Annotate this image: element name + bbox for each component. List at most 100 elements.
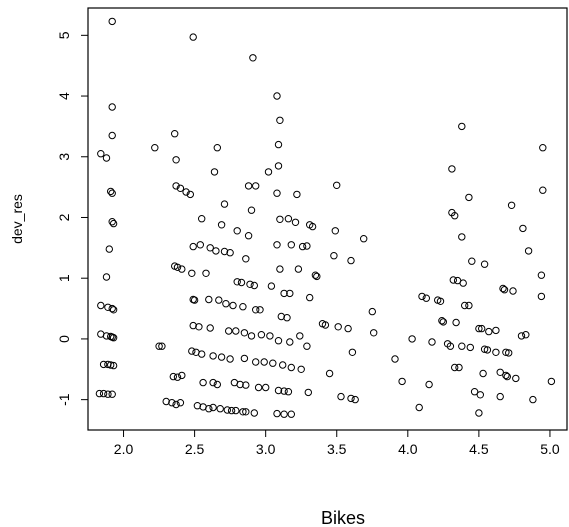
data-point	[274, 337, 283, 345]
data-point	[188, 347, 196, 355]
data-point	[455, 363, 463, 372]
data-point	[171, 130, 179, 138]
data-point	[213, 380, 222, 389]
data-point	[252, 358, 260, 366]
data-point	[492, 348, 500, 356]
data-point	[274, 140, 283, 149]
data-point	[483, 346, 492, 354]
data-point	[173, 373, 182, 381]
data-point	[360, 235, 368, 243]
x-tick-label: 3.0	[256, 441, 276, 457]
data-point	[284, 215, 293, 223]
data-point	[182, 188, 190, 196]
data-point	[273, 92, 281, 100]
data-point	[451, 212, 459, 220]
data-point	[470, 388, 479, 396]
x-tick-label: 2.5	[185, 441, 205, 457]
data-point	[212, 247, 220, 255]
data-point	[286, 289, 294, 298]
data-point	[242, 408, 250, 416]
data-point	[247, 206, 256, 214]
data-point	[276, 116, 284, 125]
data-point	[461, 301, 469, 310]
data-point	[351, 395, 359, 404]
data-point	[446, 342, 455, 350]
x-tick-label: 4.5	[469, 441, 489, 457]
data-point	[109, 361, 118, 370]
data-point	[215, 296, 223, 304]
data-point	[287, 241, 295, 249]
data-point	[189, 321, 197, 330]
y-axis: -1 0 1 2 3 4 5	[56, 31, 88, 406]
data-point	[459, 279, 467, 287]
data-point	[162, 397, 170, 406]
data-point	[436, 297, 445, 305]
data-point	[529, 395, 537, 404]
data-point	[519, 224, 527, 233]
data-point	[262, 383, 270, 392]
data-point	[496, 392, 504, 401]
data-point	[449, 276, 457, 284]
data-point	[246, 280, 254, 288]
data-point	[260, 358, 268, 366]
data-point	[273, 409, 281, 418]
data-point	[239, 303, 247, 311]
data-point	[347, 394, 355, 403]
data-point	[252, 306, 260, 314]
data-point	[108, 189, 116, 197]
data-point	[109, 219, 118, 228]
data-point	[189, 242, 197, 251]
data-point	[244, 182, 253, 190]
data-point	[321, 321, 330, 329]
data-point	[478, 324, 486, 333]
data-point	[517, 332, 526, 340]
data-point	[303, 242, 311, 250]
data-point	[333, 181, 341, 190]
data-point	[266, 332, 274, 340]
data-point	[502, 371, 510, 380]
data-point	[505, 349, 513, 357]
data-point	[267, 282, 276, 290]
data-point	[176, 184, 185, 193]
data-point	[451, 363, 459, 372]
data-point	[226, 355, 234, 363]
data-point	[507, 201, 516, 210]
data-point	[391, 355, 399, 363]
data-point	[269, 359, 277, 367]
data-point	[280, 410, 288, 418]
data-point	[465, 301, 473, 310]
data-point	[222, 300, 230, 308]
data-point	[370, 329, 378, 337]
data-point	[274, 162, 283, 170]
y-tick-label: 3	[56, 153, 72, 161]
data-point	[109, 306, 118, 314]
data-point	[209, 352, 217, 360]
data-point	[539, 186, 547, 194]
data-point	[418, 292, 426, 301]
data-point	[476, 391, 484, 399]
data-point	[172, 400, 180, 409]
data-point	[102, 273, 111, 281]
data-point	[244, 232, 253, 240]
data-point	[213, 144, 222, 152]
x-axis-label: Bikes	[321, 508, 365, 527]
data-point	[232, 327, 240, 335]
data-point	[172, 182, 180, 190]
data-point	[198, 215, 206, 223]
data-point	[466, 343, 474, 352]
data-point	[337, 392, 345, 401]
data-point	[368, 307, 376, 316]
data-point	[308, 222, 317, 231]
data-point	[190, 296, 199, 304]
data-points	[95, 17, 556, 418]
data-point	[479, 369, 487, 378]
y-axis-label: dev_res	[9, 194, 25, 244]
y-tick-label: 0	[56, 335, 72, 343]
data-point	[237, 278, 246, 287]
data-point	[151, 144, 159, 152]
data-point	[158, 342, 166, 350]
data-point	[509, 287, 517, 295]
y-tick-label: 1	[56, 274, 72, 282]
data-point	[408, 335, 416, 343]
data-point	[107, 361, 115, 369]
